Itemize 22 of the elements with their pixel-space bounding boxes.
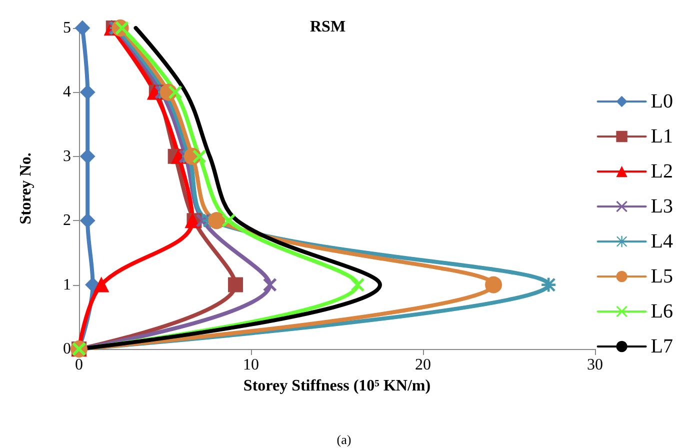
legend-label: L4 [650,230,673,252]
legend-label: L5 [650,266,673,288]
chart-title: RSM [310,18,346,36]
legend-label: L6 [650,300,673,322]
legend-label: L2 [650,160,673,182]
y-axis-title: Storey No. [18,152,34,224]
x-tick-label: 20 [415,356,431,374]
text: (a) [336,432,352,447]
legend-label: L7 [650,336,673,358]
y-tick-label: 2 [63,212,71,230]
y-tick-label: 3 [63,148,71,165]
y-tick-label: 1 [63,276,71,294]
x-tick-label: 0 [75,356,83,374]
y-tick-label: 4 [63,84,71,101]
x-tick-label: 10 [243,356,259,374]
y-tick-label: 5 [63,20,71,36]
legend-label: L0 [650,90,673,112]
x-axis-title: Storey Stiffness (10⁵ KN/m) [243,377,431,394]
legend-label: L1 [650,126,673,148]
legend-label: L3 [650,196,673,218]
x-tick-label: 30 [587,356,603,374]
y-tick-label: 0 [63,340,71,358]
